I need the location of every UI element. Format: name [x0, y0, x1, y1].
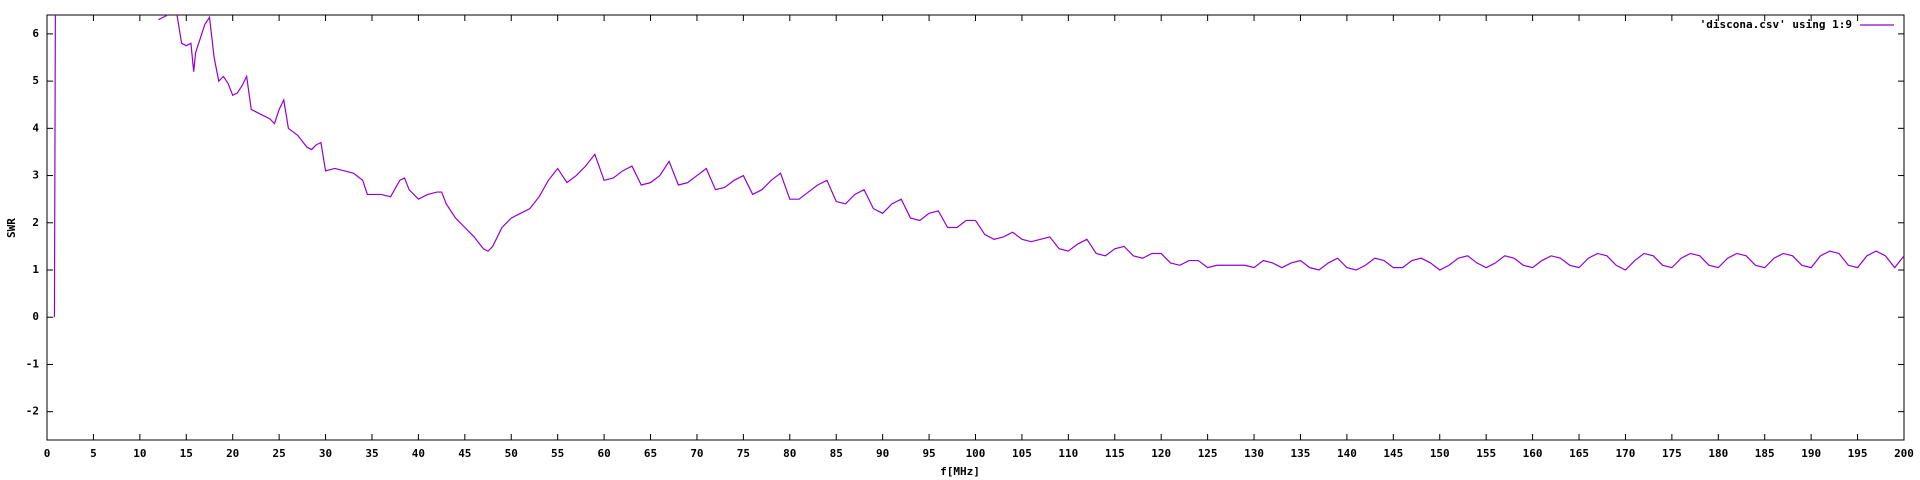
x-tick-label: 135: [1291, 447, 1311, 460]
x-tick-label: 155: [1476, 447, 1496, 460]
y-tick-label: 2: [32, 216, 39, 229]
x-tick-label: 35: [365, 447, 378, 460]
y-tick-label: 5: [32, 74, 39, 87]
y-axis-label: SWR: [5, 218, 18, 238]
x-tick-label: 40: [412, 447, 425, 460]
plot-frame: [46, 14, 1905, 441]
x-tick-label: 15: [180, 447, 193, 460]
x-tick-label: 25: [273, 447, 286, 460]
x-tick-label: 180: [1708, 447, 1728, 460]
x-tick-label: 185: [1755, 447, 1775, 460]
y-tick-label: 6: [32, 27, 39, 40]
x-tick-label: 120: [1151, 447, 1171, 460]
y-tick-label: -2: [26, 405, 39, 418]
x-tick-label: 110: [1058, 447, 1078, 460]
x-tick-label: 75: [737, 447, 750, 460]
x-tick-label: 140: [1337, 447, 1357, 460]
x-tick-label: 85: [830, 447, 843, 460]
x-tick-label: 90: [876, 447, 889, 460]
y-tick-label: 3: [32, 169, 39, 182]
x-axis-label: f[MHz]: [940, 465, 980, 478]
x-tick-label: 190: [1801, 447, 1821, 460]
x-tick-label: 45: [458, 447, 471, 460]
x-tick-label: 125: [1198, 447, 1218, 460]
y-tick-label: 0: [32, 310, 39, 323]
x-tick-label: 175: [1662, 447, 1682, 460]
x-tick-label: 165: [1569, 447, 1589, 460]
x-tick-label: 170: [1616, 447, 1636, 460]
x-tick-label: 115: [1105, 447, 1125, 460]
x-tick-label: 200: [1894, 447, 1914, 460]
x-tick-label: 100: [966, 447, 986, 460]
x-tick-label: 195: [1848, 447, 1868, 460]
x-tick-label: 145: [1383, 447, 1403, 460]
x-tick-label: 130: [1244, 447, 1264, 460]
x-tick-label: 30: [319, 447, 332, 460]
x-tick-label: 160: [1523, 447, 1543, 460]
x-tick-label: 0: [44, 447, 51, 460]
x-tick-label: 80: [783, 447, 796, 460]
x-tick-label: 65: [644, 447, 657, 460]
y-tick-label: 1: [32, 263, 39, 276]
x-tick-label: 105: [1012, 447, 1032, 460]
legend-label: 'discona.csv' using 1:9: [1700, 18, 1852, 31]
y-tick-label: 4: [32, 121, 39, 134]
x-tick-label: 5: [90, 447, 97, 460]
x-tick-label: 55: [551, 447, 564, 460]
x-tick-label: 20: [226, 447, 239, 460]
data-line: [53, 14, 1905, 318]
x-tick-label: 50: [505, 447, 518, 460]
x-tick-label: 10: [133, 447, 146, 460]
x-tick-label: 70: [690, 447, 703, 460]
y-tick-label: -1: [26, 357, 40, 370]
x-tick-label: 95: [922, 447, 935, 460]
x-tick-label: 60: [597, 447, 610, 460]
x-tick-label: 150: [1430, 447, 1450, 460]
